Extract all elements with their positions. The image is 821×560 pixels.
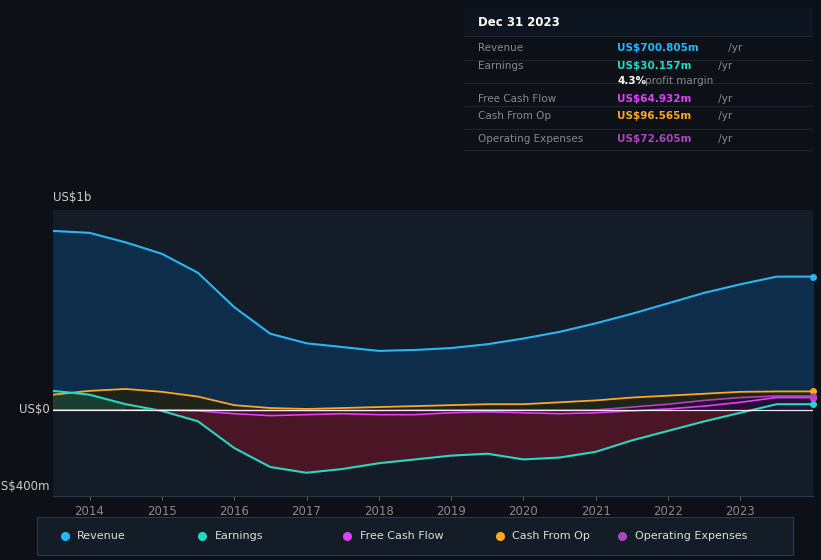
Text: US$72.605m: US$72.605m: [617, 134, 692, 144]
Text: Free Cash Flow: Free Cash Flow: [360, 531, 443, 541]
Text: Operating Expenses: Operating Expenses: [478, 134, 583, 144]
Text: /yr: /yr: [715, 134, 732, 144]
Text: 4.3%: 4.3%: [617, 76, 646, 86]
Text: US$700.805m: US$700.805m: [617, 43, 699, 53]
Text: Operating Expenses: Operating Expenses: [635, 531, 747, 541]
Text: Revenue: Revenue: [77, 531, 126, 541]
Text: US$30.157m: US$30.157m: [617, 61, 692, 71]
Text: US$1b: US$1b: [53, 192, 92, 204]
Text: Revenue: Revenue: [478, 43, 523, 53]
Text: Free Cash Flow: Free Cash Flow: [478, 94, 556, 104]
Text: Cash From Op: Cash From Op: [512, 531, 590, 541]
Text: US$64.932m: US$64.932m: [617, 94, 692, 104]
Text: Earnings: Earnings: [214, 531, 263, 541]
Text: Cash From Op: Cash From Op: [478, 111, 551, 122]
Text: Dec 31 2023: Dec 31 2023: [478, 16, 560, 29]
Text: /yr: /yr: [725, 43, 742, 53]
Text: Earnings: Earnings: [478, 61, 523, 71]
FancyBboxPatch shape: [37, 517, 792, 555]
Text: /yr: /yr: [715, 61, 732, 71]
Text: US$96.565m: US$96.565m: [617, 111, 691, 122]
Text: -US$400m: -US$400m: [0, 479, 49, 493]
Text: /yr: /yr: [715, 111, 732, 122]
Text: profit margin: profit margin: [645, 76, 713, 86]
Text: /yr: /yr: [715, 94, 732, 104]
Bar: [464, 8, 813, 36]
Text: US$0: US$0: [19, 403, 49, 417]
